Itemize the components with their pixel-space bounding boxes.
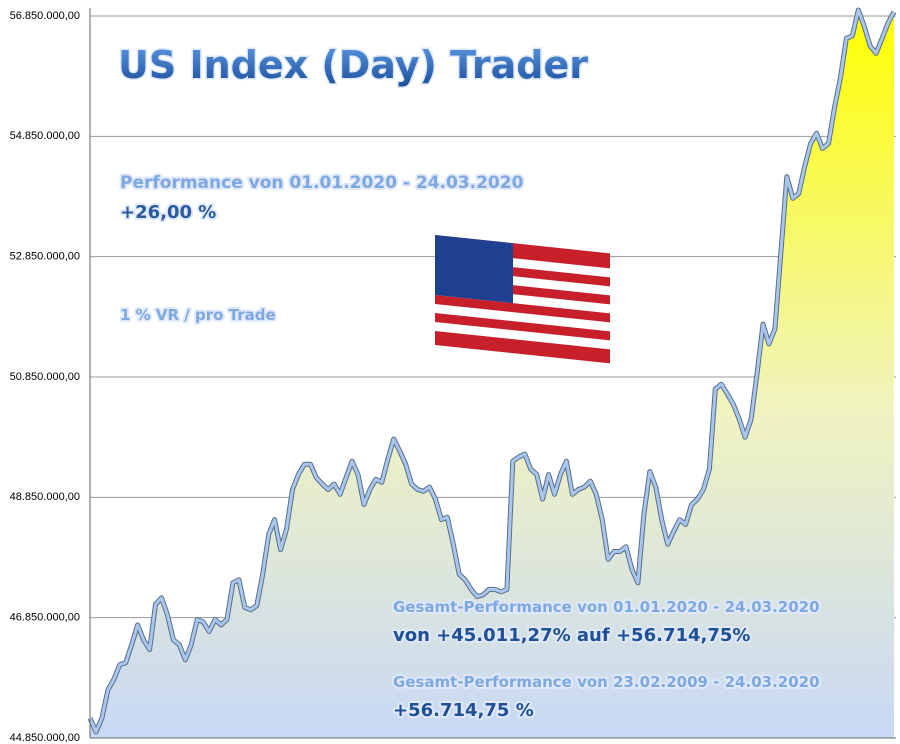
y-tick-label: 54.850.000,00 xyxy=(10,130,80,142)
plot xyxy=(87,7,897,738)
annotation: Performance von 01.01.2020 - 24.03.2020 xyxy=(120,173,524,193)
annotation: Gesamt-Performance von 01.01.2020 - 24.0… xyxy=(393,598,820,616)
line xyxy=(88,8,896,734)
y-tick-label: 52.850.000,00 xyxy=(10,251,80,263)
y-tick-label: 48.850.000,00 xyxy=(10,491,80,503)
chart-title: US Index (Day) Trader xyxy=(118,43,588,87)
y-tick-label: 44.850.000,00 xyxy=(10,732,80,744)
y-tick-label: 46.850.000,00 xyxy=(10,612,80,624)
annotation: 1 % VR / pro Trade xyxy=(120,306,276,324)
annotation: +26,00 % xyxy=(120,202,216,223)
annotation: +56.714,75 % xyxy=(393,700,534,721)
annotations: Performance von 01.01.2020 - 24.03.2020 +… xyxy=(118,171,822,723)
area xyxy=(90,10,894,738)
y-tick-label: 50.850.000,00 xyxy=(10,371,80,383)
annotation: Gesamt-Performance von 23.02.2009 - 24.0… xyxy=(393,673,820,691)
logo xyxy=(435,235,610,364)
annotation: von +45.011,27% auf +56.714,75% xyxy=(393,625,750,646)
y-tick-label: 56.850.000,00 xyxy=(10,10,80,22)
